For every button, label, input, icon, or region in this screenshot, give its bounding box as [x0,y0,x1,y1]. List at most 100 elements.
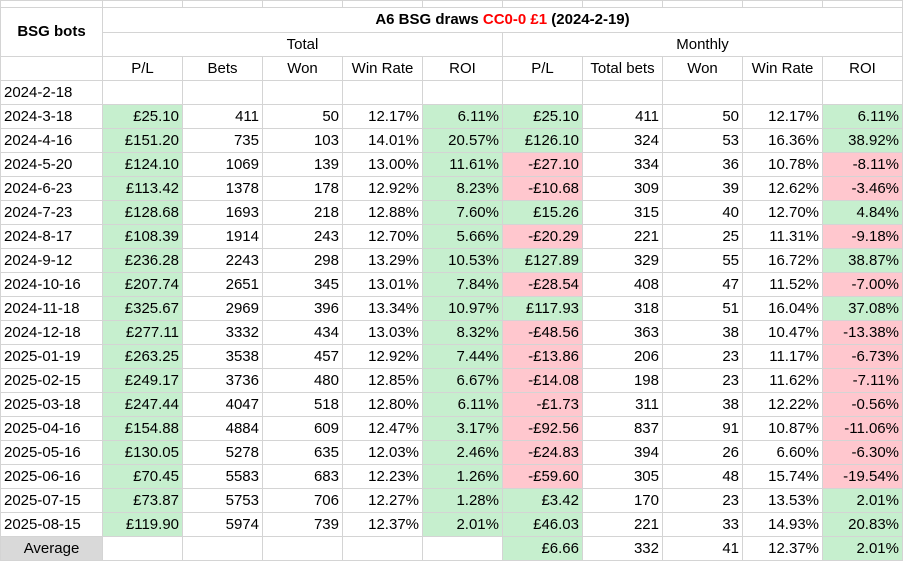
monthly-won-cell[interactable]: 47 [662,272,743,297]
date-cell[interactable]: 2024-12-18 [0,320,103,345]
monthly-pl-cell[interactable]: £127.89 [502,248,583,273]
cell[interactable] [342,536,423,561]
monthly-won-cell[interactable]: 25 [662,224,743,249]
total-won-cell[interactable]: 243 [262,224,343,249]
col-header-total-win-rate[interactable]: Win Rate [342,56,423,81]
monthly-bets-cell[interactable] [582,80,663,105]
total-roi-cell[interactable] [422,80,503,105]
date-cell[interactable]: 2024-9-12 [0,248,103,273]
monthly-pl-cell[interactable]: -£1.73 [502,392,583,417]
monthly-won-cell[interactable]: 39 [662,176,743,201]
monthly-win-rate-cell[interactable]: 11.17% [742,344,823,369]
monthly-bets-cell[interactable]: 363 [582,320,663,345]
total-bets-cell[interactable]: 2243 [182,248,263,273]
monthly-won-cell[interactable]: 48 [662,464,743,489]
date-cell[interactable]: 2025-07-15 [0,488,103,513]
monthly-won-cell[interactable]: 38 [662,320,743,345]
monthly-pl-cell[interactable]: -£10.68 [502,176,583,201]
monthly-bets-cell[interactable]: 305 [582,464,663,489]
date-cell[interactable]: 2024-11-18 [0,296,103,321]
total-roi-cell[interactable]: 6.67% [422,368,503,393]
total-bets-cell[interactable]: 411 [182,104,263,129]
monthly-roi-cell[interactable]: -8.11% [822,152,903,177]
monthly-win-rate-cell[interactable]: 11.52% [742,272,823,297]
total-bets-cell[interactable]: 5974 [182,512,263,537]
monthly-won-cell[interactable]: 55 [662,248,743,273]
date-cell[interactable]: 2025-08-15 [0,512,103,537]
cell[interactable] [102,536,183,561]
monthly-roi-cell[interactable]: -7.00% [822,272,903,297]
monthly-roi-cell[interactable]: -19.54% [822,464,903,489]
monthly-roi-cell[interactable]: 20.83% [822,512,903,537]
monthly-pl-cell[interactable]: -£59.60 [502,464,583,489]
cell[interactable] [0,56,103,81]
average-monthly-win-rate-cell[interactable]: 12.37% [742,536,823,561]
total-win-rate-cell[interactable]: 12.03% [342,440,423,465]
total-win-rate-cell[interactable]: 13.34% [342,296,423,321]
monthly-roi-cell[interactable]: -6.30% [822,440,903,465]
monthly-won-cell[interactable]: 91 [662,416,743,441]
monthly-pl-cell[interactable]: -£27.10 [502,152,583,177]
col-header-monthly-win-rate[interactable]: Win Rate [742,56,823,81]
monthly-roi-cell[interactable]: -7.11% [822,368,903,393]
monthly-won-cell[interactable]: 51 [662,296,743,321]
total-pl-cell[interactable]: £247.44 [102,392,183,417]
monthly-pl-cell[interactable]: £15.26 [502,200,583,225]
total-pl-cell[interactable]: £119.90 [102,512,183,537]
monthly-pl-cell[interactable]: -£13.86 [502,344,583,369]
date-cell[interactable]: 2025-04-16 [0,416,103,441]
total-win-rate-cell[interactable]: 13.29% [342,248,423,273]
monthly-won-cell[interactable]: 36 [662,152,743,177]
monthly-roi-cell[interactable]: -11.06% [822,416,903,441]
total-bets-cell[interactable]: 3332 [182,320,263,345]
monthly-pl-cell[interactable]: -£24.83 [502,440,583,465]
monthly-win-rate-cell[interactable]: 15.74% [742,464,823,489]
monthly-win-rate-cell[interactable]: 12.22% [742,392,823,417]
average-monthly-roi-cell[interactable]: 2.01% [822,536,903,561]
total-roi-cell[interactable]: 2.01% [422,512,503,537]
monthly-pl-cell[interactable] [502,80,583,105]
date-cell[interactable]: 2024-5-20 [0,152,103,177]
date-cell[interactable]: 2025-05-16 [0,440,103,465]
cell[interactable] [342,0,423,8]
monthly-win-rate-cell[interactable]: 11.62% [742,368,823,393]
monthly-bets-cell[interactable]: 315 [582,200,663,225]
total-win-rate-cell[interactable]: 13.01% [342,272,423,297]
monthly-pl-cell[interactable]: £46.03 [502,512,583,537]
monthly-pl-cell[interactable]: £3.42 [502,488,583,513]
total-bets-cell[interactable]: 5583 [182,464,263,489]
total-bets-cell[interactable]: 4884 [182,416,263,441]
col-header-monthly-pl[interactable]: P/L [502,56,583,81]
monthly-pl-cell[interactable]: -£20.29 [502,224,583,249]
total-pl-cell[interactable]: £236.28 [102,248,183,273]
monthly-pl-cell[interactable]: -£48.56 [502,320,583,345]
date-cell[interactable]: 2024-10-16 [0,272,103,297]
total-won-cell[interactable]: 298 [262,248,343,273]
monthly-roi-cell[interactable]: 4.84% [822,200,903,225]
total-win-rate-cell[interactable]: 12.47% [342,416,423,441]
total-win-rate-cell[interactable] [342,80,423,105]
total-win-rate-cell[interactable]: 12.85% [342,368,423,393]
total-bets-cell[interactable]: 5278 [182,440,263,465]
total-roi-cell[interactable]: 3.17% [422,416,503,441]
cell[interactable] [182,536,263,561]
col-header-monthly-bets[interactable]: Total bets [582,56,663,81]
monthly-roi-cell[interactable]: -0.56% [822,392,903,417]
total-win-rate-cell[interactable]: 13.03% [342,320,423,345]
monthly-roi-cell[interactable]: -9.18% [822,224,903,249]
group-total-header[interactable]: Total [102,32,503,57]
monthly-win-rate-cell[interactable]: 16.04% [742,296,823,321]
monthly-bets-cell[interactable]: 324 [582,128,663,153]
total-pl-cell[interactable]: £154.88 [102,416,183,441]
average-label-cell[interactable]: Average [0,536,103,561]
monthly-win-rate-cell[interactable]: 16.36% [742,128,823,153]
monthly-bets-cell[interactable]: 334 [582,152,663,177]
monthly-roi-cell[interactable]: -3.46% [822,176,903,201]
monthly-win-rate-cell[interactable]: 10.87% [742,416,823,441]
total-bets-cell[interactable]: 1069 [182,152,263,177]
monthly-win-rate-cell[interactable]: 16.72% [742,248,823,273]
monthly-bets-cell[interactable]: 837 [582,416,663,441]
monthly-won-cell[interactable]: 26 [662,440,743,465]
total-bets-cell[interactable]: 1378 [182,176,263,201]
monthly-pl-cell[interactable]: £126.10 [502,128,583,153]
